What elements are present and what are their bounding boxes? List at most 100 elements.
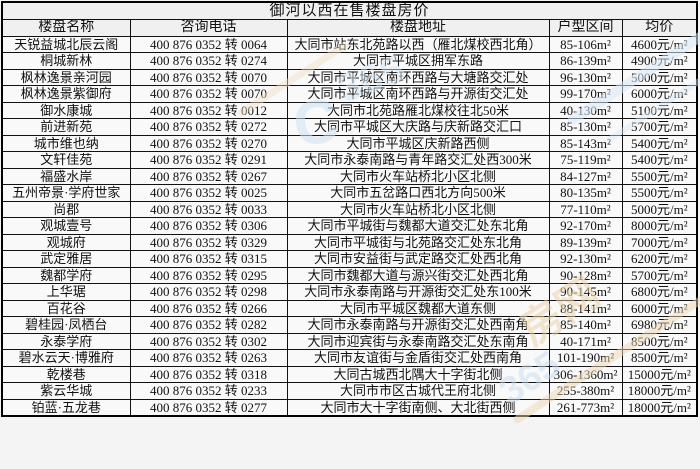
table-row: 天锐益城北辰云阁 400 876 0352 转 0064 大同市站东北苑路以西（雁北… (1, 35, 698, 53)
cell-name: 福盛水岸 (1, 167, 131, 185)
cell-phone: 400 876 0352 转 0318 (129, 365, 288, 383)
cell-price: 6000元/m² (621, 85, 698, 103)
cell-name: 魏都学府 (1, 266, 131, 284)
cell-range: 40-130m² (548, 101, 623, 119)
cell-phone: 400 876 0352 转 0272 (129, 118, 288, 136)
column-header-price: 均价 (621, 19, 698, 37)
cell-price: 4900元/m² (621, 52, 698, 70)
cell-range: 85-140m² (548, 316, 623, 334)
cell-range: 85-143m² (548, 134, 623, 152)
cell-phone: 400 876 0352 转 0315 (129, 250, 288, 268)
cell-price: 5700元/m² (621, 266, 698, 284)
table-row: 枫林逸景紫御府 400 876 0352 转 0070 大同市平城区南环西路与开源街… (1, 85, 698, 103)
cell-range: 85-130m² (548, 118, 623, 136)
cell-price: 8000元/m² (621, 217, 698, 235)
cell-phone: 400 876 0352 转 0270 (129, 134, 288, 152)
table-row: 观城壹号 400 876 0352 转 0306 大同市平城街与魏都大道交汇处东北角… (1, 217, 698, 235)
cell-name: 上华琚 (1, 283, 131, 301)
cell-price: 5000元/m² (621, 200, 698, 218)
table-row: 魏都学府 400 876 0352 转 0295 大同市魏都大道与源兴街交汇处西北角… (1, 266, 698, 284)
table-row: 百花谷 400 876 0352 转 0266 大同市平城区魏都大道东侧 88-141… (1, 299, 698, 317)
cell-phone: 400 876 0352 转 0306 (129, 217, 288, 235)
cell-phone: 400 876 0352 转 0033 (129, 200, 288, 218)
cell-name: 御水康城 (1, 101, 131, 119)
cell-name: 前进新苑 (1, 118, 131, 136)
cell-range: 80-135m² (548, 184, 623, 202)
cell-phone: 400 876 0352 转 0329 (129, 233, 288, 251)
cell-name: 尚郡 (1, 200, 131, 218)
cell-address: 大同市平城街与北苑路交汇处东北角 (286, 233, 550, 251)
cell-range: 261-773m² (548, 398, 623, 417)
cell-name: 观城壹号 (1, 217, 131, 235)
cell-range: 75-119m² (548, 151, 623, 169)
cell-price: 6800元/m² (621, 283, 698, 301)
cell-price: 18000元/m² (621, 398, 698, 417)
cell-phone: 400 876 0352 转 0291 (129, 151, 288, 169)
cell-address: 大同市友谊街与金盾街交汇处西南角 (286, 349, 550, 367)
cell-name: 碧桂园·凤栖台 (1, 316, 131, 334)
cell-name: 永泰学府 (1, 332, 131, 350)
cell-phone: 400 876 0352 转 0012 (129, 101, 288, 119)
cell-name: 天锐益城北辰云阁 (1, 35, 131, 53)
page-title: 御河以西在售楼盘房价 (1, 1, 698, 20)
cell-name: 紫云华城 (1, 382, 131, 400)
table-row: 观城府 400 876 0352 转 0329 大同市平城街与北苑路交汇处东北角 89… (1, 233, 698, 251)
cell-name: 五州帝景·学府世家 (1, 184, 131, 202)
cell-range: 255-380m² (548, 382, 623, 400)
table-row: 桐城新林 400 876 0352 转 0274 大同市平城区拥军东路 86-139m… (1, 52, 698, 70)
cell-price: 5500元/m² (621, 167, 698, 185)
table-row: 碧水云天·博雅府 400 876 0352 转 0263 大同市友谊街与金盾街交汇处… (1, 349, 698, 367)
table-row: 城市维也纳 400 876 0352 转 0270 大同市平城区庆新路西侧 85-14… (1, 134, 698, 152)
cell-price: 5400元/m² (621, 151, 698, 169)
table-title-row: 御河以西在售楼盘房价 (1, 1, 698, 20)
table-row: 永泰学府 400 876 0352 转 0302 大同市迎宾街与永泰南路交汇处东南角… (1, 332, 698, 350)
cell-address: 大同市火车站桥北小区北侧 (286, 200, 550, 218)
cell-price: 4600元/m² (621, 35, 698, 53)
cell-address: 大同市平城区南环西路与开源街交汇处 (286, 85, 550, 103)
cell-address: 大同市市区古城代王府北侧 (286, 382, 550, 400)
cell-range: 96-130m² (548, 68, 623, 86)
cell-phone: 400 876 0352 转 0277 (129, 398, 288, 417)
cell-name: 枫林逸景紫御府 (1, 85, 131, 103)
table-row: 紫云华城 400 876 0352 转 0233 大同市市区古城代王府北侧 255-3… (1, 382, 698, 400)
cell-phone: 400 876 0352 转 0298 (129, 283, 288, 301)
cell-range: 85-106m² (548, 35, 623, 53)
cell-address: 大同市永泰南路与开源街交汇处西南角 (286, 316, 550, 334)
cell-address: 大同古城西北隅大十字街北侧 (286, 365, 550, 383)
cell-address: 大同市永泰南路与开源街交汇处东100米 (286, 283, 550, 301)
cell-range: 99-170m² (548, 85, 623, 103)
cell-address: 大同市平城区拥军东路 (286, 52, 550, 70)
cell-price: 5100元/m² (621, 101, 698, 119)
cell-range: 90-145m² (548, 283, 623, 301)
cell-phone: 400 876 0352 转 0282 (129, 316, 288, 334)
cell-phone: 400 876 0352 转 0263 (129, 349, 288, 367)
cell-phone: 400 876 0352 转 0070 (129, 68, 288, 86)
cell-price: 5700元/m² (621, 118, 698, 136)
cell-range: 92-170m² (548, 217, 623, 235)
cell-phone: 400 876 0352 转 0070 (129, 85, 288, 103)
cell-range: 88-141m² (548, 299, 623, 317)
cell-name: 武定雅居 (1, 250, 131, 268)
cell-address: 大同市迎宾街与永泰南路交汇处东南角 (286, 332, 550, 350)
cell-address: 大同市安益街与武定路交汇处西北角 (286, 250, 550, 268)
cell-name: 枫林逸景亲河园 (1, 68, 131, 86)
cell-name: 百花谷 (1, 299, 131, 317)
table-row: 前进新苑 400 876 0352 转 0272 大同市平城区大庆路与庆新路交汇口 8… (1, 118, 698, 136)
cell-name: 城市维也纳 (1, 134, 131, 152)
table-row: 福盛水岸 400 876 0352 转 0267 大同市火车站桥北小区北侧 84-12… (1, 167, 698, 185)
cell-price: 6200元/m² (621, 250, 698, 268)
cell-range: 84-127m² (548, 167, 623, 185)
cell-range: 89-139m² (548, 233, 623, 251)
cell-address: 大同市平城区南环西路与大塘路交汇处 (286, 68, 550, 86)
table-row: 文轩佳苑 400 876 0352 转 0291 大同市永泰南路与青年路交汇处西30… (1, 151, 698, 169)
cell-address: 大同市大十字街南侧、大北街西侧 (286, 398, 550, 417)
table-row: 尚郡 400 876 0352 转 0033 大同市火车站桥北小区北侧 77-110m… (1, 200, 698, 218)
cell-address: 大同市火车站桥北小区北侧 (286, 167, 550, 185)
cell-phone: 400 876 0352 转 0064 (129, 35, 288, 53)
column-header-phone: 咨询电话 (129, 19, 288, 37)
cell-address: 大同市平城区庆新路西侧 (286, 134, 550, 152)
cell-range: 92-130m² (548, 250, 623, 268)
cell-phone: 400 876 0352 转 0025 (129, 184, 288, 202)
cell-range: 101-190m² (548, 349, 623, 367)
